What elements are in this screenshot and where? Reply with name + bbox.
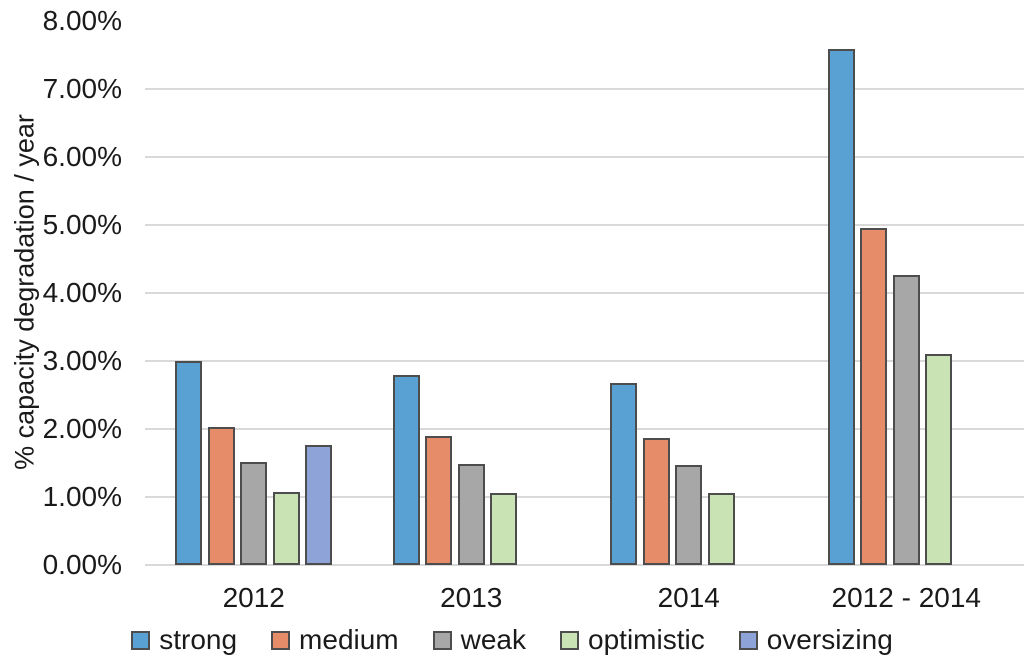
legend-label: weak — [460, 624, 527, 655]
y-tick-label: 5.00% — [42, 209, 122, 240]
bar-weak-2012 — [240, 462, 268, 565]
legend-swatch-weak — [432, 630, 452, 650]
x-category-label: 2012 — [222, 582, 285, 613]
gridline — [145, 224, 1024, 226]
legend-item-strong: strong — [131, 624, 237, 656]
y-tick-label: 3.00% — [42, 345, 122, 376]
bar-strong-2012 — [175, 361, 203, 565]
y-tick-label: 4.00% — [42, 277, 122, 308]
legend-swatch-oversizing — [738, 630, 758, 650]
bar-optimistic-2013 — [490, 493, 518, 565]
legend-label: medium — [299, 624, 399, 655]
y-tick-label: 1.00% — [42, 481, 122, 512]
bar-medium-2013 — [425, 436, 453, 565]
legend-swatch-optimistic — [560, 630, 580, 650]
legend-item-medium: medium — [271, 624, 399, 656]
bar-optimistic-2012-2014 — [925, 354, 953, 565]
bar-strong-2012-2014 — [827, 49, 855, 565]
x-category-label: 2014 — [657, 582, 720, 613]
gridline — [145, 360, 1024, 362]
legend-label: optimistic — [588, 624, 705, 655]
bar-medium-2014 — [642, 438, 670, 565]
bar-optimistic-2012 — [272, 492, 300, 565]
bar-weak-2014 — [675, 465, 703, 565]
y-tick-label: 2.00% — [42, 413, 122, 444]
legend-item-weak: weak — [432, 624, 527, 656]
bar-medium-2012 — [207, 427, 235, 565]
bar-strong-2014 — [610, 383, 638, 565]
legend-swatch-medium — [271, 630, 291, 650]
x-category-label: 2012 - 2014 — [831, 582, 981, 613]
gridline — [145, 156, 1024, 158]
gridline — [145, 496, 1024, 498]
y-tick-label: 8.00% — [42, 5, 122, 36]
legend-item-oversizing: oversizing — [738, 624, 893, 656]
bar-medium-2012-2014 — [860, 228, 888, 565]
legend-swatch-strong — [131, 630, 151, 650]
gridline — [145, 292, 1024, 294]
legend-label: oversizing — [766, 624, 893, 655]
gridline — [145, 88, 1024, 90]
gridline — [145, 564, 1024, 566]
bar-optimistic-2014 — [707, 493, 735, 565]
bar-weak-2012-2014 — [892, 275, 920, 565]
bar-strong-2013 — [392, 375, 420, 565]
legend-label: strong — [159, 624, 238, 655]
y-tick-label: 6.00% — [42, 141, 122, 172]
gridline — [145, 428, 1024, 430]
bar-oversizing-2012 — [305, 445, 333, 565]
legend-item-optimistic: optimistic — [560, 624, 705, 656]
y-tick-label: 7.00% — [42, 73, 122, 104]
bar-weak-2013 — [457, 464, 485, 565]
chart-legend: strong medium weak optimistic oversizing — [0, 624, 1024, 656]
x-category-label: 2013 — [440, 582, 503, 613]
y-tick-label: 0.00% — [42, 549, 122, 580]
